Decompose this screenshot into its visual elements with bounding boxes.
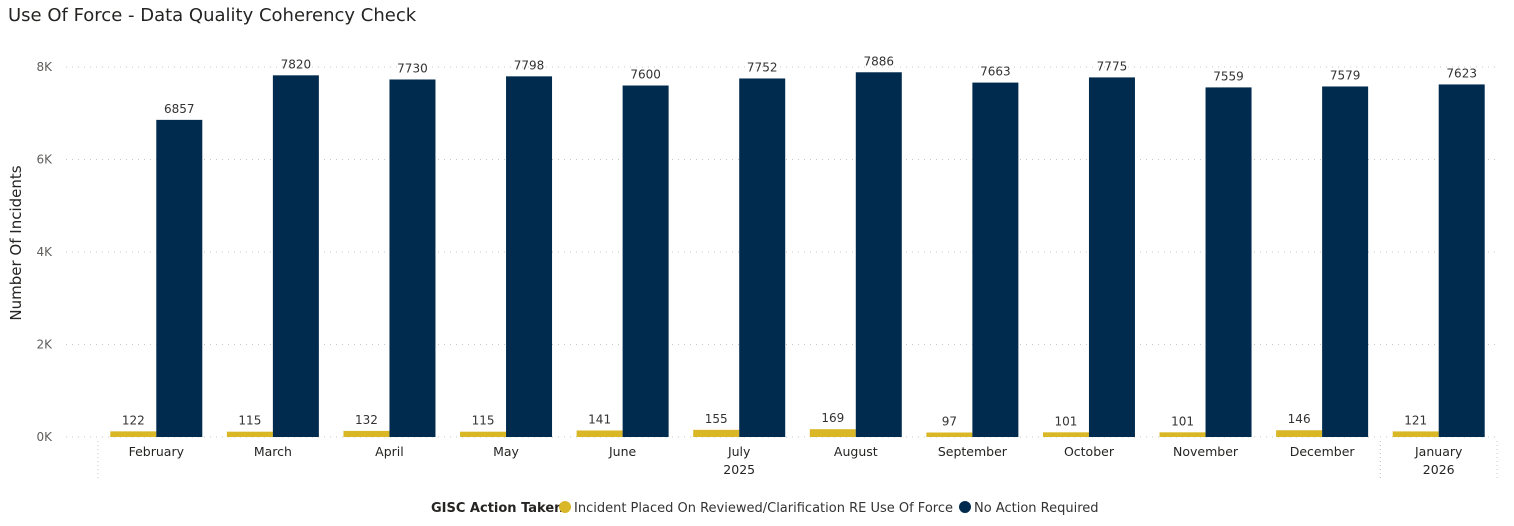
bar-incident-placed[interactable]: [1276, 430, 1323, 437]
bar-incident-placed[interactable]: [1042, 432, 1089, 437]
legend-title: GISC Action Taken: [431, 501, 563, 516]
bar-incident-placed[interactable]: [226, 431, 273, 437]
data-label: 7663: [980, 65, 1011, 79]
bar-no-action-required[interactable]: [272, 75, 319, 437]
data-label: 101: [1055, 414, 1078, 428]
data-labels: 122 115 132 115 141 155 169 97 101 101 146 121 6857 7…: [122, 54, 1477, 428]
y-tick-label: 0K: [36, 430, 53, 444]
data-label: 146: [1288, 412, 1311, 426]
legend-swatch-incident-placed[interactable]: [559, 501, 571, 513]
bar-incident-placed[interactable]: [1159, 432, 1206, 437]
bar-no-action-required[interactable]: [622, 85, 669, 438]
data-label: 115: [472, 414, 495, 428]
x-category-label: September: [938, 444, 1008, 459]
bar-no-action-required[interactable]: [506, 76, 553, 437]
bar-incident-placed[interactable]: [1392, 431, 1439, 437]
legend-label-incident-placed[interactable]: Incident Placed On Reviewed/Clarificatio…: [574, 501, 953, 516]
bar-incident-placed[interactable]: [693, 429, 740, 437]
data-label: 7579: [1330, 68, 1361, 82]
data-label: 7886: [864, 54, 895, 68]
bar-no-action-required[interactable]: [739, 78, 786, 437]
bar-incident-placed[interactable]: [576, 430, 623, 437]
data-label: 155: [705, 412, 728, 426]
data-label: 7775: [1097, 59, 1128, 73]
bar-incident-placed[interactable]: [926, 432, 973, 437]
x-category-label: May: [493, 444, 519, 459]
bars: [110, 72, 1485, 438]
data-label: 121: [1404, 413, 1427, 427]
data-label: 122: [122, 413, 145, 427]
gridlines: [66, 66, 1500, 438]
data-label: 7559: [1213, 69, 1244, 83]
x-category-label: February: [129, 444, 185, 459]
bar-no-action-required[interactable]: [972, 82, 1019, 438]
data-label: 132: [355, 413, 378, 427]
y-tick-label: 4K: [36, 245, 53, 259]
data-label: 7623: [1446, 66, 1477, 80]
bar-no-action-required[interactable]: [855, 72, 902, 438]
bar-no-action-required[interactable]: [1088, 77, 1135, 437]
bar-no-action-required[interactable]: [1438, 84, 1485, 437]
chart-title: Use Of Force - Data Quality Coherency Ch…: [8, 5, 417, 26]
x-axis: February March April May June July August Septe…: [97, 441, 1498, 480]
x-category-label: August: [834, 444, 878, 459]
y-tick-label: 2K: [36, 338, 53, 352]
x-year-label: 2025: [723, 462, 755, 477]
y-tick-label: 8K: [36, 60, 53, 74]
bar-incident-placed[interactable]: [809, 429, 856, 437]
data-label: 115: [238, 414, 261, 428]
x-category-label: April: [375, 444, 404, 459]
data-label: 6857: [164, 102, 195, 116]
data-label: 169: [821, 411, 844, 425]
y-axis-title: Number Of Incidents: [7, 165, 25, 320]
data-label: 7600: [630, 68, 661, 82]
data-label: 7730: [397, 61, 428, 75]
legend: GISC Action Taken Incident Placed On Rev…: [431, 501, 1099, 516]
legend-label-no-action[interactable]: No Action Required: [974, 501, 1099, 516]
bar-incident-placed[interactable]: [460, 431, 507, 437]
data-label: 97: [942, 415, 957, 429]
data-label: 101: [1171, 414, 1194, 428]
data-label: 7798: [514, 58, 545, 72]
x-category-label: June: [608, 444, 637, 459]
data-label: 7752: [747, 60, 778, 74]
x-category-label: July: [727, 444, 751, 459]
bar-incident-placed[interactable]: [343, 430, 390, 437]
bar-no-action-required[interactable]: [156, 119, 203, 438]
x-category-label: October: [1064, 444, 1115, 459]
bar-no-action-required[interactable]: [1322, 86, 1369, 437]
y-tick-label: 6K: [36, 153, 53, 167]
x-category-label: December: [1290, 444, 1356, 459]
x-category-label: November: [1173, 444, 1239, 459]
y-axis-ticks: 0K 2K 4K 6K 8K: [36, 60, 53, 444]
data-label: 141: [588, 412, 611, 426]
legend-swatch-no-action[interactable]: [959, 501, 971, 513]
bar-no-action-required[interactable]: [1205, 87, 1252, 438]
bar-incident-placed[interactable]: [110, 431, 157, 437]
x-category-label: March: [254, 444, 292, 459]
data-label: 7820: [281, 57, 312, 71]
x-year-label: 2026: [1423, 462, 1455, 477]
bar-no-action-required[interactable]: [389, 79, 436, 438]
x-category-label: January: [1414, 444, 1463, 459]
